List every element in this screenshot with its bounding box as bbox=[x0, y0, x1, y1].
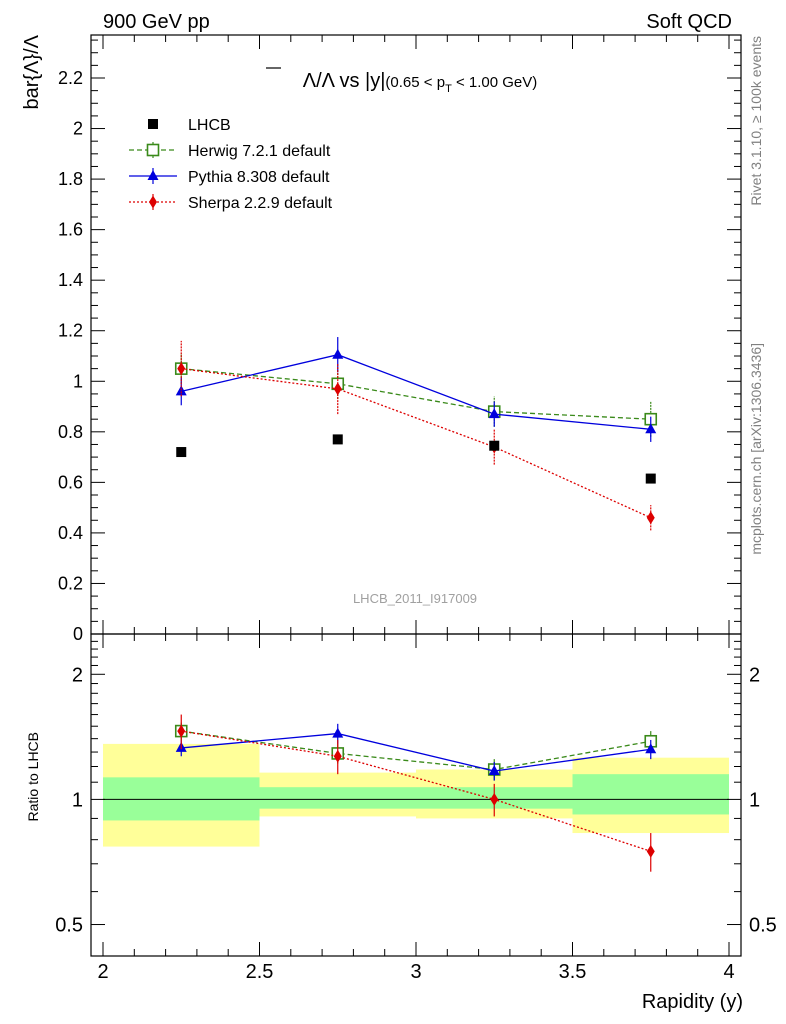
main-data-point bbox=[488, 408, 500, 419]
ratio-data-point bbox=[646, 844, 655, 858]
xtick-label: 2.5 bbox=[246, 961, 274, 983]
main-ytick-label: 1 bbox=[73, 371, 83, 391]
ratio-ytick-label-right: 2 bbox=[749, 664, 760, 686]
ratio-ylabel: Ratio to LHCB bbox=[25, 732, 41, 821]
title-cut-suffix: < 1.00 GeV) bbox=[452, 74, 537, 91]
main-ytick-label: 1.6 bbox=[58, 220, 83, 240]
x-axis-label: Rapidity (y) bbox=[642, 991, 743, 1013]
main-axis-ticks: 0 0.2 0.4 0.6 0.8 1 1.2 1.4 1.6 1.8 2 2.2 bbox=[58, 35, 741, 644]
ratio-data-point bbox=[488, 765, 500, 776]
main-data-point bbox=[333, 382, 342, 396]
legend-marker bbox=[148, 119, 158, 129]
main-ytick-label: 0.2 bbox=[58, 573, 83, 593]
main-data-point bbox=[645, 473, 656, 484]
main-ytick-label: 0 bbox=[73, 624, 83, 644]
main-panel: 0 0.2 0.4 0.6 0.8 1 1.2 1.4 1.6 1.8 2 2.2 Λ/Λ vs |y… bbox=[21, 34, 742, 644]
ratio-data-point bbox=[490, 792, 499, 806]
title-cut-sub: T bbox=[445, 83, 452, 95]
ratio-ytick-label: 0.5 bbox=[55, 915, 83, 937]
ratio-data-point bbox=[332, 727, 344, 738]
ratio-series-group bbox=[174, 714, 658, 872]
legend: LHCB Herwig 7.2.1 default Pythia 8.308 def… bbox=[129, 117, 333, 212]
main-data-point bbox=[332, 348, 344, 359]
main-data-point bbox=[489, 440, 500, 451]
main-data-point bbox=[646, 511, 655, 525]
main-series-line bbox=[181, 354, 651, 430]
rivet-label: Rivet 3.1.10, ≥ 100k events bbox=[748, 36, 764, 206]
title-cut-prefix: (0.65 < p bbox=[385, 74, 445, 91]
ratio-ytick-label-right: 0.5 bbox=[749, 915, 777, 937]
xtick-label: 4 bbox=[723, 961, 734, 983]
ratio-ytick-label-right: 1 bbox=[749, 789, 760, 811]
title-lambda-bar: Λ/Λ vs |y| bbox=[303, 70, 386, 92]
ratio-series-line bbox=[181, 730, 651, 771]
main-series-group bbox=[174, 337, 658, 531]
main-ytick-label: 2.2 bbox=[58, 68, 83, 88]
main-data-point bbox=[332, 434, 343, 445]
energy-label: 900 GeV pp bbox=[103, 11, 210, 33]
category-label: Soft QCD bbox=[646, 11, 732, 33]
ratio-series-line bbox=[181, 732, 651, 772]
legend-label: LHCB bbox=[188, 117, 231, 134]
legend-label: Sherpa 2.2.9 default bbox=[188, 195, 333, 212]
main-ylabel: bar{Λ}/Λ bbox=[21, 34, 43, 109]
main-ytick-label: 1.2 bbox=[58, 321, 83, 341]
main-ytick-label: 0.8 bbox=[58, 422, 83, 442]
ratio-band-inner bbox=[259, 787, 416, 809]
main-series-line bbox=[181, 367, 652, 519]
main-ytick-label: 2 bbox=[73, 119, 83, 139]
xtick-label: 2 bbox=[97, 961, 108, 983]
main-data-point bbox=[645, 423, 657, 434]
legend-marker bbox=[149, 195, 157, 209]
legend-label: Pythia 8.308 default bbox=[188, 169, 330, 186]
xtick-label: 3.5 bbox=[559, 961, 587, 983]
legend-label: Herwig 7.2.1 default bbox=[188, 143, 331, 160]
main-ytick-label: 1.4 bbox=[58, 270, 83, 290]
ratio-axis-ticks: 0.5 0.5 1 1 2 2 2 2.5 3 3.5 4 bbox=[55, 634, 777, 983]
main-ytick-label: 1.8 bbox=[58, 169, 83, 189]
ratio-data-point bbox=[645, 743, 657, 754]
ratio-bands bbox=[103, 743, 729, 847]
ratio-ytick-label: 2 bbox=[72, 664, 83, 686]
ratio-panel: 0.5 0.5 1 1 2 2 2 2.5 3 3.5 4 Ratio to LHCB Rapidi… bbox=[25, 633, 777, 1013]
main-data-point bbox=[176, 447, 187, 458]
main-series-line bbox=[181, 367, 651, 420]
ratio-data-point bbox=[333, 749, 342, 763]
ratio-data-point bbox=[177, 724, 186, 738]
main-title: Λ/Λ vs |y|(0.65 < pT < 1.00 GeV) bbox=[303, 70, 538, 95]
legend-marker bbox=[146, 143, 160, 157]
ratio-ytick-label: 1 bbox=[72, 789, 83, 811]
main-ytick-label: 0.4 bbox=[58, 523, 83, 543]
main-ytick-label: 0.6 bbox=[58, 472, 83, 492]
watermark: LHCB_2011_I917009 bbox=[353, 591, 477, 606]
main-data-point bbox=[177, 362, 186, 376]
xtick-label: 3 bbox=[410, 961, 421, 983]
ratio-band-inner bbox=[103, 777, 260, 821]
ratio-band-inner bbox=[572, 774, 729, 815]
legend-marker bbox=[147, 170, 159, 180]
mcplots-label: mcplots.cern.ch [arXiv:1306.3436] bbox=[748, 343, 764, 555]
